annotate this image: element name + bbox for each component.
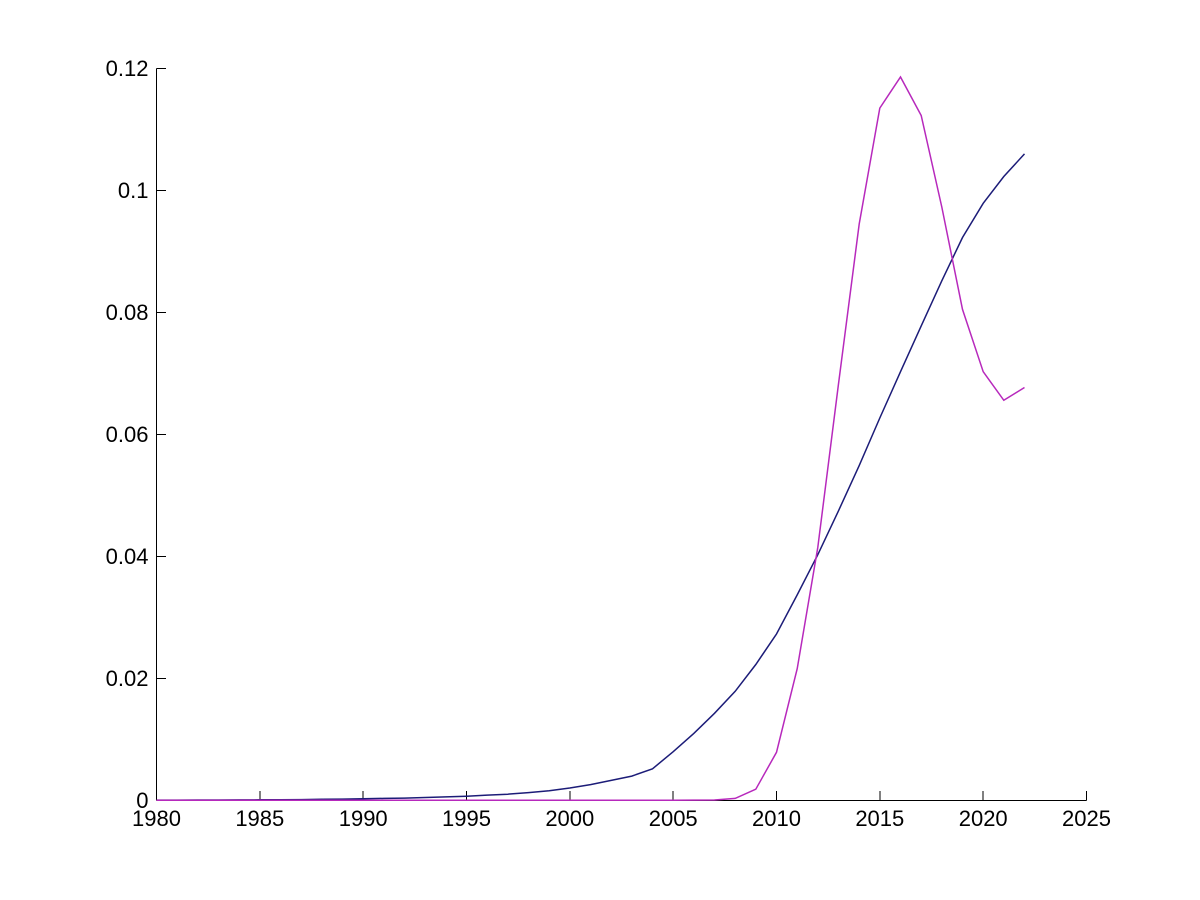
svg-text:1995: 1995: [442, 806, 491, 831]
svg-text:2025: 2025: [1062, 806, 1111, 831]
svg-text:0.02: 0.02: [106, 666, 149, 691]
svg-text:1985: 1985: [235, 806, 284, 831]
svg-text:0.1: 0.1: [118, 178, 149, 203]
svg-text:2020: 2020: [959, 806, 1008, 831]
svg-text:0.06: 0.06: [106, 422, 149, 447]
svg-text:0: 0: [136, 788, 148, 813]
svg-text:2000: 2000: [545, 806, 594, 831]
svg-text:0.04: 0.04: [106, 544, 149, 569]
svg-text:2015: 2015: [855, 806, 904, 831]
svg-text:1980: 1980: [132, 806, 181, 831]
svg-text:1990: 1990: [339, 806, 388, 831]
svg-text:0.08: 0.08: [106, 300, 149, 325]
svg-text:2005: 2005: [649, 806, 698, 831]
svg-text:2010: 2010: [752, 806, 801, 831]
svg-text:0.12: 0.12: [106, 56, 149, 81]
